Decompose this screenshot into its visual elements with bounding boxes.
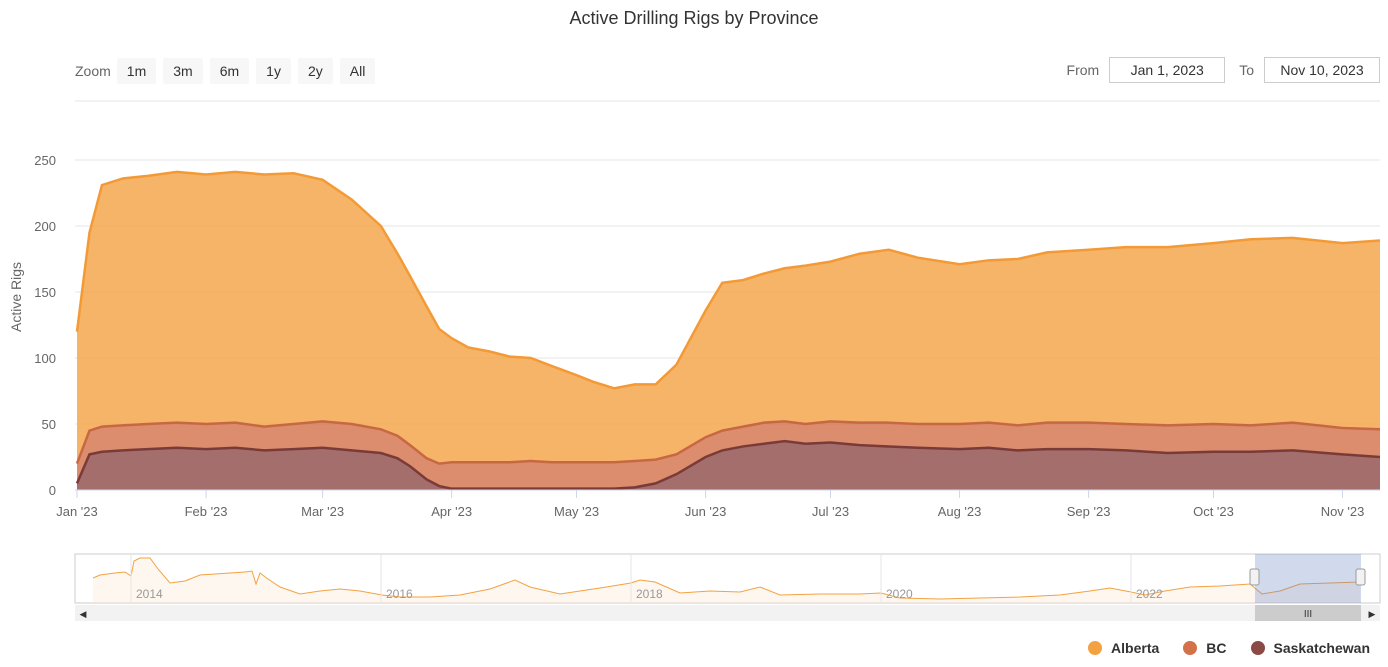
to-label: To (1239, 62, 1254, 78)
legend-item-saskatchewan[interactable]: Saskatchewan (1250, 640, 1371, 656)
y-tick-label: 200 (34, 219, 56, 234)
scrollbar-grip-icon: III (1304, 609, 1312, 620)
line-bc (75, 420, 1381, 465)
area-saskatchewan[interactable] (77, 441, 1380, 490)
plot-areas (75, 170, 1381, 490)
zoom-1y-button[interactable]: 1y (256, 58, 291, 84)
zoom-selector: Zoom 1m 3m 6m 1y 2y All (75, 58, 382, 84)
navigator-series-fill (93, 558, 1360, 603)
x-tick-label: Oct '23 (1193, 504, 1234, 519)
x-tick-label: Jan '23 (56, 504, 98, 519)
navigator-year-labels: 2014 2016 2018 2020 2022 (130, 554, 1163, 603)
navigator-year-label: 2018 (636, 587, 663, 601)
x-tick-label: Mar '23 (301, 504, 344, 519)
navigator: 2014 2016 2018 2020 2022 III ◀ ▶ (74, 553, 1381, 621)
y-tick-label: 100 (34, 351, 56, 366)
legend-saskatchewan-marker (1250, 641, 1265, 655)
legend-item-bc[interactable]: BC (1183, 640, 1227, 656)
y-tick-label: 250 (34, 153, 56, 168)
x-tick-label: May '23 (554, 504, 599, 519)
zoom-label: Zoom (75, 63, 111, 79)
zoom-3m-button[interactable]: 3m (163, 58, 203, 84)
navigator-selection[interactable] (1255, 554, 1361, 603)
zoom-6m-button[interactable]: 6m (209, 58, 250, 84)
scroll-right-arrow-icon[interactable]: ▶ (1369, 609, 1376, 619)
line-alberta (75, 170, 1381, 390)
navigator-frame (74, 553, 1381, 604)
to-date-input[interactable] (1264, 57, 1380, 83)
navigator-left-handle[interactable] (1249, 568, 1260, 586)
area-alberta[interactable] (77, 171, 1380, 464)
navigator-year-label: 2022 (1136, 587, 1163, 601)
legend: Alberta BC Saskatchewan (1064, 640, 1370, 656)
from-date-input[interactable] (1109, 57, 1226, 83)
x-tick-label: Nov '23 (1321, 504, 1365, 519)
navigator-year-label: 2020 (886, 587, 913, 601)
navigator-series-line (92, 557, 1361, 600)
chart-canvas: 0 50 100 150 200 250 Jan '23 Feb '23 Mar '23 Apr… (8, 100, 1381, 621)
y-tick-label: 150 (34, 285, 56, 300)
x-tick-label: Jul '23 (812, 504, 849, 519)
x-tick-label: Feb '23 (185, 504, 228, 519)
zoom-2y-button[interactable]: 2y (297, 58, 333, 84)
area-bc[interactable] (77, 421, 1380, 489)
legend-saskatchewan-label: Saskatchewan (1273, 640, 1371, 656)
from-label: From (1066, 62, 1100, 78)
navigator-right-handle[interactable] (1355, 568, 1366, 586)
x-tick-label: Jun '23 (685, 504, 727, 519)
y-tick-label: 50 (42, 417, 56, 432)
chart-title: Active Drilling Rigs by Province (569, 8, 819, 28)
line-saskatchewan (75, 439, 1381, 490)
x-axis: Jan '23 Feb '23 Mar '23 Apr '23 May '23 Jun '… (56, 489, 1380, 519)
scroll-left-arrow-icon[interactable]: ◀ (80, 609, 87, 619)
legend-bc-label: BC (1206, 640, 1227, 656)
navigator-scrollbar-track[interactable] (75, 605, 1380, 621)
zoom-1m-button[interactable]: 1m (116, 58, 157, 84)
x-tick-label: Apr '23 (431, 504, 472, 519)
navigator-scrollbar-thumb[interactable] (1255, 605, 1361, 621)
date-range-selector: From To (1053, 57, 1380, 83)
legend-alberta-marker (1088, 641, 1103, 655)
y-axis: 0 50 100 150 200 250 (34, 153, 56, 498)
navigator-year-label: 2014 (136, 587, 163, 601)
zoom-all-button[interactable]: All (339, 58, 376, 84)
legend-bc-marker (1183, 641, 1198, 655)
x-tick-label: Sep '23 (1067, 504, 1111, 519)
y-axis-title: Active Rigs (8, 262, 24, 332)
legend-alberta-label: Alberta (1111, 640, 1160, 656)
legend-item-alberta[interactable]: Alberta (1088, 640, 1159, 656)
y-tick-label: 0 (49, 483, 56, 498)
x-tick-label: Aug '23 (938, 504, 982, 519)
navigator-year-label: 2016 (386, 587, 413, 601)
